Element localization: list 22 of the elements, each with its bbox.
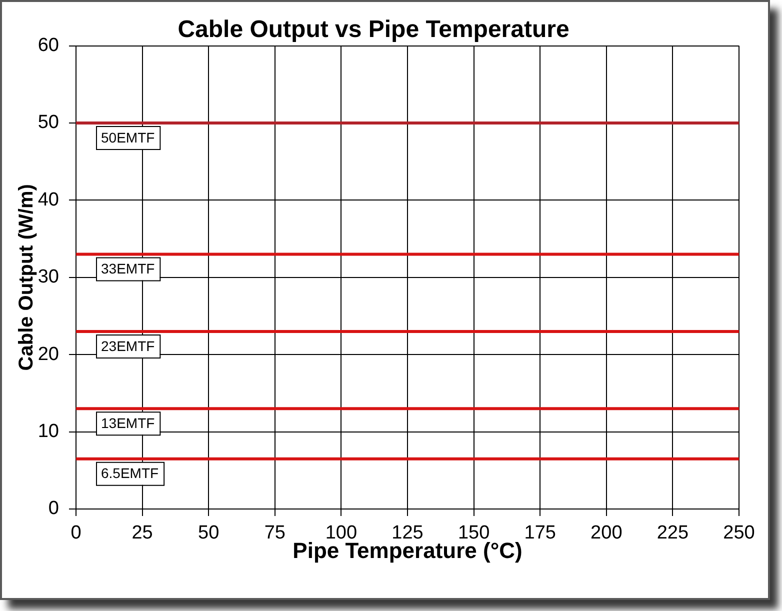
x-tick-label: 225: [656, 522, 689, 544]
y-tick-label: 0: [48, 498, 59, 520]
x-tick-label: 50: [198, 522, 220, 544]
x-tick-label: 75: [264, 522, 286, 544]
y-tick-label: 10: [38, 421, 59, 442]
series-label: 13EMTF: [101, 415, 155, 431]
y-tick-label: 20: [38, 344, 59, 365]
y-tick-label: 50: [38, 112, 59, 134]
y-tick-label: 60: [38, 35, 59, 56]
x-tick-label: 25: [132, 522, 153, 544]
series-label: 33EMTF: [101, 260, 155, 277]
y-tick-label: 30: [38, 266, 59, 288]
y-axis-title: Cable Output (W/m): [16, 184, 38, 371]
series-label: 50EMTF: [101, 129, 155, 146]
x-tick-label: 200: [590, 522, 622, 544]
series-label: 6.5EMTF: [101, 465, 159, 482]
series-label: 23EMTF: [101, 338, 155, 354]
x-tick-label: 0: [70, 522, 82, 544]
y-tick-label: 40: [38, 189, 59, 210]
x-tick-label: 175: [524, 522, 556, 544]
x-tick-label: 250: [723, 522, 755, 544]
chart-title: Cable Output vs Pipe Temperature: [178, 16, 570, 44]
